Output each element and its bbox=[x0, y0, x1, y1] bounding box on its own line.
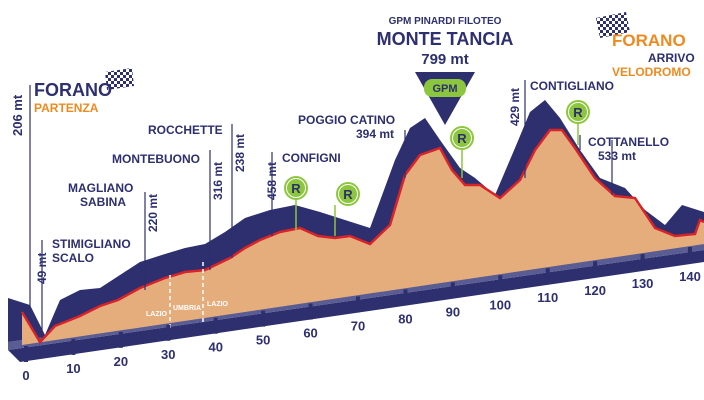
sprint-badges: R R R R bbox=[284, 100, 590, 206]
sprint-badge-label: R bbox=[343, 187, 353, 202]
place-altitude: 49 mt bbox=[35, 253, 49, 284]
km-tick-label: 10 bbox=[66, 361, 80, 376]
km-tick bbox=[356, 296, 360, 313]
km-tick-label: 30 bbox=[161, 347, 175, 362]
km-tick bbox=[261, 310, 266, 327]
place-name-2: SABINA bbox=[80, 195, 126, 209]
km-tick bbox=[71, 338, 76, 355]
km-tick bbox=[498, 275, 503, 292]
place-altitude: 220 mt bbox=[146, 194, 160, 232]
km-tick bbox=[308, 303, 313, 320]
km-tick bbox=[450, 282, 455, 299]
finish-sub: VELODROMO bbox=[612, 65, 691, 79]
km-tick-label: 40 bbox=[208, 340, 222, 355]
start-name: FORANO bbox=[34, 80, 112, 100]
profile-fill bbox=[22, 130, 704, 345]
km-tick bbox=[166, 324, 171, 341]
place-altitude: 533 mt bbox=[598, 149, 636, 163]
km-tick bbox=[118, 331, 123, 348]
place-altitude: 458 mt bbox=[265, 162, 279, 200]
place-name: POGGIO CATINO bbox=[298, 113, 395, 127]
km-tick bbox=[24, 346, 28, 362]
region-label: LAZIO bbox=[146, 311, 168, 318]
km-tick-label: 100 bbox=[489, 297, 511, 312]
place-name: CONFIGNI bbox=[282, 151, 341, 165]
km-tick bbox=[640, 254, 645, 271]
km-tick-label: 80 bbox=[398, 311, 412, 326]
gpm-badge-label: GPM bbox=[432, 83, 457, 95]
km-tick-label: 110 bbox=[537, 290, 558, 305]
summit-name: MONTE TANCIA bbox=[377, 29, 514, 49]
km-tick-label: 0 bbox=[22, 368, 29, 383]
place-name: MAGLIANO bbox=[68, 181, 133, 195]
place-altitude: 429 mt bbox=[508, 88, 522, 126]
gpm-title: GPM PINARDI FILOTEO bbox=[389, 16, 502, 27]
sprint-badge-label: R bbox=[457, 131, 467, 146]
km-tick-label: 120 bbox=[584, 283, 606, 298]
start-altitude: 206 mt bbox=[10, 94, 25, 136]
finish-arrivo: ARRIVO bbox=[648, 51, 695, 65]
sprint-badge-label: R bbox=[573, 105, 583, 120]
place-altitude: 238 mt bbox=[233, 134, 247, 172]
region-label: UMBRIA bbox=[173, 305, 201, 312]
place-name: STIMIGLIANO bbox=[52, 237, 131, 251]
place-altitude: 316 mt bbox=[211, 162, 225, 200]
place-name: ROCCHETTE bbox=[148, 123, 223, 137]
place-name: MONTEBUONO bbox=[112, 152, 200, 166]
place-name-2: SCALO bbox=[52, 251, 94, 265]
km-tick-label: 70 bbox=[351, 319, 365, 334]
km-tick bbox=[545, 268, 550, 285]
finish-name: FORANO bbox=[612, 31, 686, 50]
km-tick bbox=[688, 247, 692, 263]
km-tick bbox=[213, 317, 218, 334]
start-sub: PARTENZA bbox=[34, 101, 99, 115]
place-name: CONTIGLIANO bbox=[530, 79, 614, 93]
km-tick-label: 140 bbox=[679, 269, 701, 284]
km-tick-label: 90 bbox=[446, 304, 460, 319]
km-tick bbox=[593, 261, 598, 278]
place-altitude: 394 mt bbox=[356, 127, 394, 141]
start-flag-icon bbox=[105, 68, 134, 90]
gpm-badge bbox=[424, 79, 466, 97]
profile-line bbox=[20, 128, 704, 345]
km-tick-label: 60 bbox=[303, 326, 317, 341]
km-tick bbox=[403, 289, 408, 306]
km-tick-label: 20 bbox=[114, 354, 128, 369]
sprint-badge-label: R bbox=[291, 181, 301, 196]
finish-flag-icon bbox=[596, 12, 630, 38]
place-name: COTTANELLO bbox=[588, 135, 669, 149]
km-axis: 0 10 20 30 40 50 60 70 80 90 100 110 120 130 140 bbox=[22, 247, 701, 383]
km-tick-label: 50 bbox=[256, 333, 270, 348]
km-tick-label: 130 bbox=[632, 276, 654, 291]
summit-altitude: 799 mt bbox=[421, 51, 469, 68]
region-label: LAZIO bbox=[207, 301, 229, 308]
